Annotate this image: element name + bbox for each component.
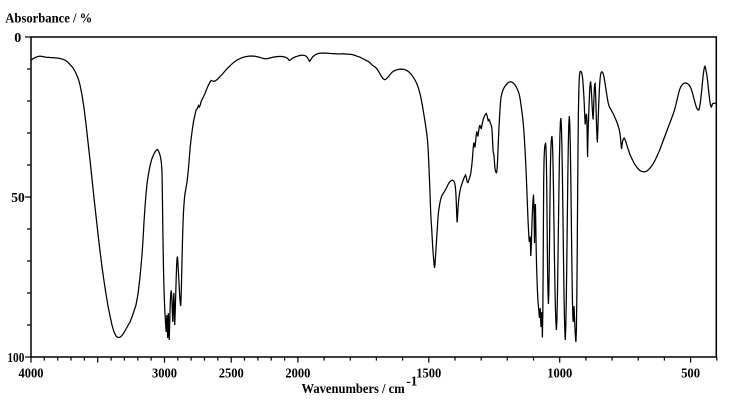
svg-text:1500: 1500 xyxy=(416,367,441,382)
svg-text:500: 500 xyxy=(681,367,700,382)
svg-text:100: 100 xyxy=(7,351,24,366)
svg-text:2500: 2500 xyxy=(219,367,244,382)
svg-text:2000: 2000 xyxy=(285,367,310,382)
svg-text:-1: -1 xyxy=(406,375,417,390)
svg-text:1000: 1000 xyxy=(547,367,572,382)
svg-text:Wavenumbers / cm: Wavenumbers / cm xyxy=(302,382,405,397)
svg-text:Absorbance / %: Absorbance / % xyxy=(5,12,92,27)
svg-text:50: 50 xyxy=(11,191,25,206)
svg-text:4000: 4000 xyxy=(19,367,44,382)
svg-text:3000: 3000 xyxy=(152,367,177,382)
svg-text:0: 0 xyxy=(14,31,21,46)
